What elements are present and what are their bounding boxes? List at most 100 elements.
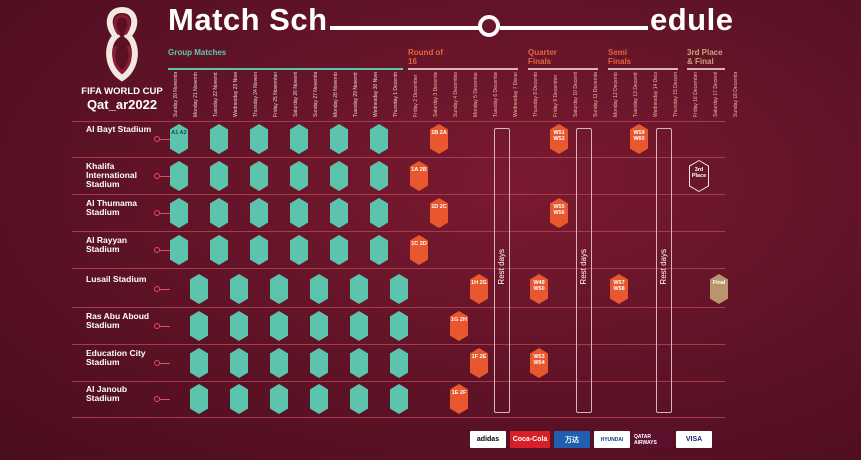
- group-match-marker[interactable]: [190, 274, 208, 304]
- phase-round-of-16: Round of 16: [408, 48, 444, 66]
- page-title-right: edule: [650, 2, 734, 37]
- group-match-marker[interactable]: [190, 384, 208, 414]
- group-match-marker[interactable]: [270, 274, 288, 304]
- semi-final-marker[interactable]: W59 W60: [630, 124, 648, 154]
- date-label: Wednesday 30 November: [373, 72, 379, 117]
- stadium-dot-icon: [154, 210, 160, 216]
- date-label: Sunday 27 November: [313, 72, 319, 117]
- title-line-left: [330, 26, 480, 30]
- sponsor-qatar-airways: QATAR AIRWAYS: [634, 431, 672, 448]
- final-marker[interactable]: Final: [710, 274, 728, 304]
- group-match-marker[interactable]: [250, 198, 268, 228]
- group-match-marker[interactable]: [330, 235, 348, 265]
- logo-line2: Qat_ar2022: [86, 97, 158, 112]
- group-match-marker[interactable]: [390, 384, 408, 414]
- group-match-marker[interactable]: [350, 311, 368, 341]
- round-of-16-marker[interactable]: 1F 2E: [470, 348, 488, 378]
- group-match-marker[interactable]: [210, 124, 228, 154]
- date-label: Monday 12 December: [613, 72, 619, 117]
- quarter-final-marker[interactable]: W49 W50: [530, 274, 548, 304]
- group-match-marker[interactable]: [250, 124, 268, 154]
- stadium-dot-icon: [154, 136, 160, 142]
- round-of-16-marker[interactable]: 1B 2A: [430, 124, 448, 154]
- round-of-16-marker[interactable]: 1H 2G: [470, 274, 488, 304]
- group-match-marker[interactable]: [210, 235, 228, 265]
- round-of-16-marker[interactable]: 1C 2D: [410, 235, 428, 265]
- group-match-marker[interactable]: [210, 161, 228, 191]
- stadium-dash: [160, 326, 170, 327]
- group-match-marker[interactable]: [170, 161, 188, 191]
- group-match-marker[interactable]: [210, 198, 228, 228]
- row-divider: [72, 268, 725, 269]
- group-match-marker[interactable]: [350, 348, 368, 378]
- group-match-marker[interactable]: [330, 124, 348, 154]
- stadium-dash: [160, 399, 170, 400]
- group-match-marker[interactable]: [350, 384, 368, 414]
- stadium-label: Khalifa International Stadium: [86, 161, 138, 189]
- round-of-16-marker[interactable]: 1G 2H: [450, 311, 468, 341]
- rest-days-2: Rest days: [576, 128, 592, 413]
- phase-semi-finals: Semi Finals: [608, 48, 632, 66]
- quarter-final-marker[interactable]: W51 W52: [550, 124, 568, 154]
- rest-days-3: Rest days: [656, 128, 672, 413]
- phase-bar-sf: [608, 68, 678, 70]
- group-match-marker[interactable]: [330, 161, 348, 191]
- group-match-marker[interactable]: [190, 348, 208, 378]
- quarter-final-marker[interactable]: W55 W56: [550, 198, 568, 228]
- group-match-marker[interactable]: [170, 198, 188, 228]
- date-label: Friday 9 December: [553, 74, 559, 117]
- group-match-marker[interactable]: [270, 311, 288, 341]
- stadium-label: Education City Stadium: [86, 348, 146, 367]
- date-label: Thursday 8 December: [533, 72, 539, 117]
- group-match-marker[interactable]: [390, 348, 408, 378]
- group-match-marker[interactable]: [250, 161, 268, 191]
- stadium-dash: [160, 213, 170, 214]
- group-match-marker[interactable]: [370, 198, 388, 228]
- group-match-marker[interactable]: [310, 311, 328, 341]
- group-match-marker[interactable]: [270, 384, 288, 414]
- group-match-marker[interactable]: [310, 384, 328, 414]
- third-place-marker[interactable]: 3rd Place: [689, 160, 709, 192]
- group-match-marker[interactable]: [370, 235, 388, 265]
- group-match-marker[interactable]: A1 A2: [170, 124, 188, 154]
- group-match-marker[interactable]: [370, 124, 388, 154]
- group-match-marker[interactable]: [350, 274, 368, 304]
- sponsor-bar: adidas Coca-Cola 万达 HYUNDAI QATAR AIRWAY…: [470, 431, 712, 448]
- group-match-marker[interactable]: [230, 311, 248, 341]
- date-label: Sunday 20 November: [173, 72, 179, 117]
- phase-bar-r16: [408, 68, 518, 70]
- date-label: Saturday 26 November: [293, 72, 299, 117]
- rest-days-label: Rest days: [579, 249, 588, 285]
- stadium-dot-icon: [154, 173, 160, 179]
- stadium-dash: [160, 363, 170, 364]
- date-label: Tuesday 13 December: [633, 72, 639, 117]
- group-match-marker[interactable]: [230, 384, 248, 414]
- stadium-dash: [160, 250, 170, 251]
- group-match-marker[interactable]: [230, 274, 248, 304]
- group-match-marker[interactable]: [290, 124, 308, 154]
- quarter-final-marker[interactable]: W53 W54: [530, 348, 548, 378]
- group-match-marker[interactable]: [270, 348, 288, 378]
- group-match-marker[interactable]: [250, 235, 268, 265]
- group-match-marker[interactable]: [390, 274, 408, 304]
- group-match-marker[interactable]: [290, 235, 308, 265]
- group-match-marker[interactable]: [390, 311, 408, 341]
- group-match-marker[interactable]: [330, 198, 348, 228]
- date-label: Thursday 24 November: [253, 72, 259, 117]
- round-of-16-marker[interactable]: 1A 2B: [410, 161, 428, 191]
- date-label: Sunday 11 December: [593, 72, 599, 117]
- group-match-marker[interactable]: [310, 348, 328, 378]
- group-match-marker[interactable]: [290, 161, 308, 191]
- round-of-16-marker[interactable]: 1D 2C: [430, 198, 448, 228]
- group-match-marker[interactable]: [310, 274, 328, 304]
- group-match-marker[interactable]: [170, 235, 188, 265]
- group-match-marker[interactable]: [190, 311, 208, 341]
- stadium-dot-icon: [154, 323, 160, 329]
- round-of-16-marker[interactable]: 1E 2F: [450, 384, 468, 414]
- semi-final-marker[interactable]: W57 W58: [610, 274, 628, 304]
- page-title: Match Sch: [168, 2, 328, 38]
- group-match-marker[interactable]: [230, 348, 248, 378]
- group-match-marker[interactable]: [370, 161, 388, 191]
- group-match-marker[interactable]: [290, 198, 308, 228]
- rest-days-label: Rest days: [497, 249, 506, 285]
